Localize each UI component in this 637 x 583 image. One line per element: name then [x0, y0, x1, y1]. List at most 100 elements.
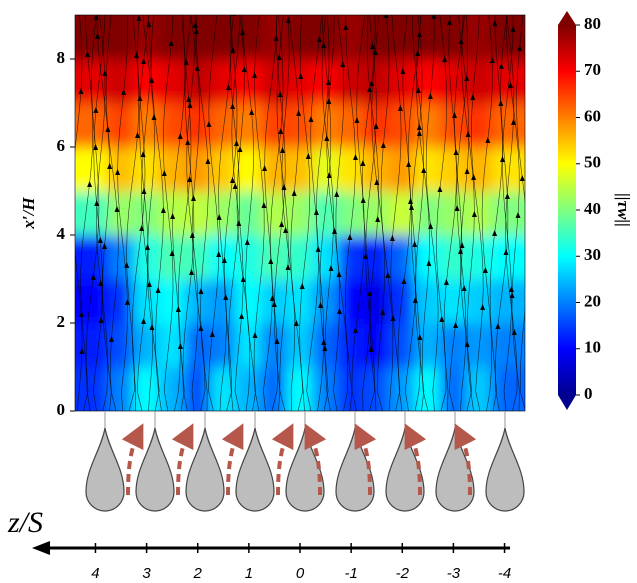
streamline [425, 15, 439, 411]
streamline-arrow [285, 264, 291, 270]
streamline [319, 15, 332, 411]
streamline-arrow [354, 117, 360, 123]
streamline-arrow [276, 54, 282, 60]
streamline-arrow [389, 235, 395, 241]
streamline-arrow [114, 206, 120, 212]
x-tick-label: 3 [142, 565, 151, 582]
cell [235, 58, 263, 104]
streamline-arrow [223, 294, 229, 300]
streamline-arrow [380, 142, 386, 148]
streamlines [75, 15, 525, 411]
cell [184, 102, 212, 148]
streamline-arrow [508, 82, 513, 88]
injector-drop [235, 427, 275, 512]
streamline-arrow [415, 87, 421, 93]
streamline-arrow [283, 227, 289, 233]
streamline [126, 15, 139, 411]
cell [491, 366, 525, 411]
injector-drop [435, 427, 475, 512]
streamline-arrow [336, 271, 342, 277]
cell [286, 102, 314, 148]
colorbar-tick-label: 80 [584, 14, 601, 33]
plot-frame [74, 14, 526, 412]
cell [491, 278, 525, 324]
cell [414, 366, 442, 411]
streamline [228, 15, 240, 411]
streamline-arrow [141, 188, 147, 194]
streamline-arrow [458, 38, 464, 44]
streamline [449, 15, 465, 411]
streamline-arrow [374, 179, 380, 185]
streamline-arrow [308, 116, 314, 122]
injector-drop [185, 427, 225, 512]
streamline-arrow [198, 288, 204, 294]
streamline-arrow [510, 26, 516, 32]
streamline-arrow [360, 160, 366, 166]
streamline-arrow [93, 15, 99, 20]
cell [286, 146, 314, 192]
cell [312, 146, 339, 192]
streamline-arrow [175, 306, 181, 312]
colorbar-label: ||τw|| [614, 193, 633, 227]
streamline [489, 15, 503, 411]
streamline-arrow [417, 334, 423, 340]
streamline [321, 15, 334, 411]
streamline-arrow [194, 65, 200, 71]
streamline-arrow [340, 61, 346, 67]
streamline-arrow [412, 241, 418, 247]
cell [133, 190, 160, 236]
streamline-arrow [363, 253, 369, 259]
streamline-arrow [489, 57, 495, 63]
cell [158, 146, 186, 192]
cell [286, 366, 314, 411]
streamline-arrow [293, 320, 299, 326]
cell [440, 102, 467, 148]
cell [465, 322, 493, 368]
cell [75, 322, 110, 368]
streamline-arrow [373, 123, 379, 129]
streamline-arrow [426, 260, 432, 266]
streamline-arrow [368, 346, 374, 352]
streamline-arrow [221, 257, 227, 263]
y-tick-label: 2 [57, 312, 66, 331]
streamline [182, 15, 195, 411]
flow-arrow [354, 423, 377, 496]
cell [235, 146, 263, 192]
streamline [506, 15, 520, 411]
streamline-arrow [94, 200, 100, 206]
cell [133, 278, 160, 324]
streamline [390, 15, 402, 411]
cell [261, 15, 288, 60]
cell [312, 58, 339, 104]
streamline-arrow [464, 341, 470, 347]
cell [158, 15, 186, 60]
streamline [141, 15, 154, 411]
streamline-arrow [90, 274, 96, 280]
cell [388, 366, 416, 411]
streamline [117, 15, 128, 411]
streamline-arrow [249, 109, 255, 115]
streamline [178, 15, 192, 411]
streamline-arrow [464, 168, 470, 174]
streamline-arrow [509, 286, 514, 292]
streamline-arrow [470, 94, 476, 100]
streamline-arrow [415, 50, 421, 56]
streamline [75, 15, 83, 411]
streamline [208, 15, 220, 411]
streamline-arrow [149, 324, 155, 330]
streamline-arrow [511, 119, 516, 125]
streamline-arrow [291, 190, 297, 196]
streamline-arrow [326, 98, 332, 104]
streamline-arrow [495, 323, 501, 329]
injector-drop [485, 427, 525, 512]
cell [158, 366, 186, 411]
streamline-arrow [137, 95, 143, 101]
streamline-arrow [252, 332, 258, 338]
cell [440, 190, 467, 236]
cell [337, 102, 365, 148]
colorbar-tick-label: 50 [584, 153, 601, 172]
cell [261, 102, 288, 148]
streamline-arrow [271, 301, 277, 307]
streamline [494, 15, 509, 411]
